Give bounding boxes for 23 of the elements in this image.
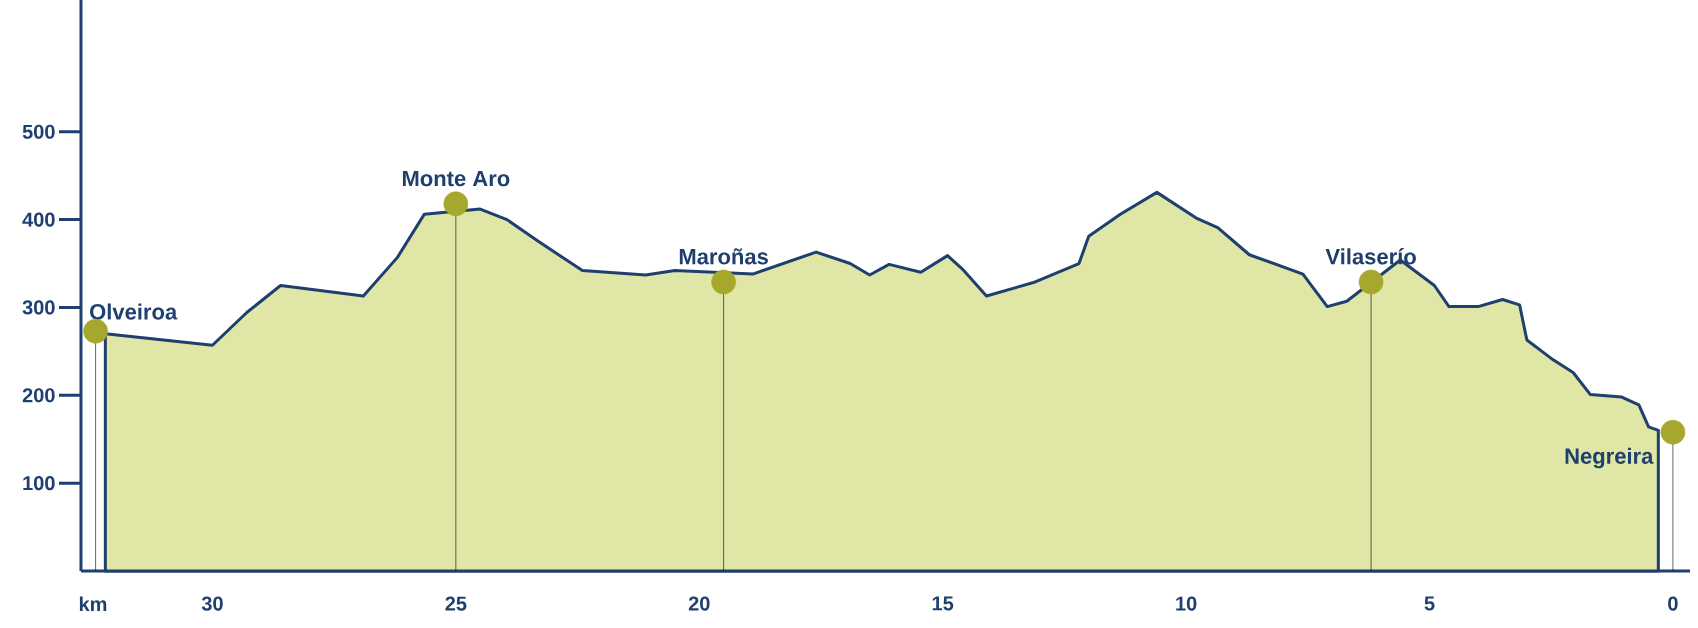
annotation: Vilaserío: [1325, 248, 1416, 265]
x-tick-label: 0: [1668, 596, 1678, 611]
annotation: Negreira: [1565, 447, 1654, 469]
y-tick-label: 300: [22, 300, 55, 315]
point: [711, 269, 736, 295]
point: [443, 191, 469, 217]
point: [1358, 269, 1384, 295]
x-tick-label: 25: [445, 596, 467, 611]
annotation: Maroñas: [679, 248, 768, 265]
x-tick-label: 30: [201, 596, 223, 611]
y-tick-label: 100: [23, 476, 55, 491]
x-tick-label: 5: [1424, 596, 1435, 611]
y-tick-label: 500: [22, 124, 55, 139]
y-tick-label: 200: [22, 388, 55, 403]
annotation: Monte Aro: [402, 170, 510, 187]
y-tick-label: 400: [22, 212, 55, 227]
x-tick-label: 20: [688, 596, 710, 611]
point: [1660, 419, 1686, 445]
x-axis-title: km: [79, 596, 107, 612]
point: [83, 318, 108, 344]
annotation: Olveiroa: [90, 303, 178, 320]
x-tick-label: 15: [932, 596, 954, 611]
x-tick-label: 10: [1176, 596, 1197, 611]
